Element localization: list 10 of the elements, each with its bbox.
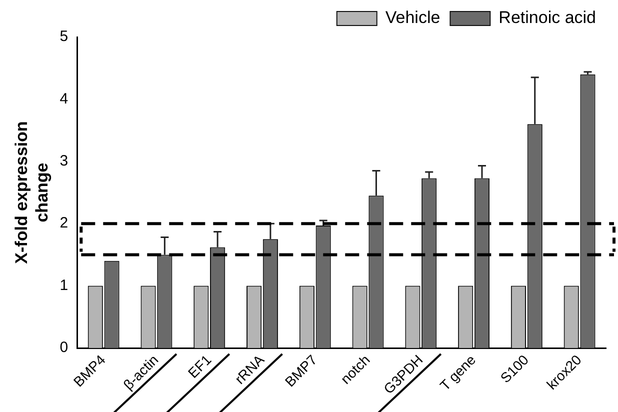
x-tick-label: EF1: [184, 351, 214, 381]
y-tick-label: 4: [60, 90, 68, 108]
y-tick-label: 0: [60, 339, 68, 356]
legend-label: Retinoic acid: [498, 8, 596, 28]
y-tick-label: 3: [60, 152, 68, 170]
y-tick-label: 1: [60, 276, 68, 294]
y-tick-label: 5: [60, 28, 68, 46]
y-tick-label: 2: [60, 214, 68, 232]
legend-label: Vehicle: [385, 8, 440, 28]
y-axis-title: X-fold expression change: [12, 121, 52, 264]
